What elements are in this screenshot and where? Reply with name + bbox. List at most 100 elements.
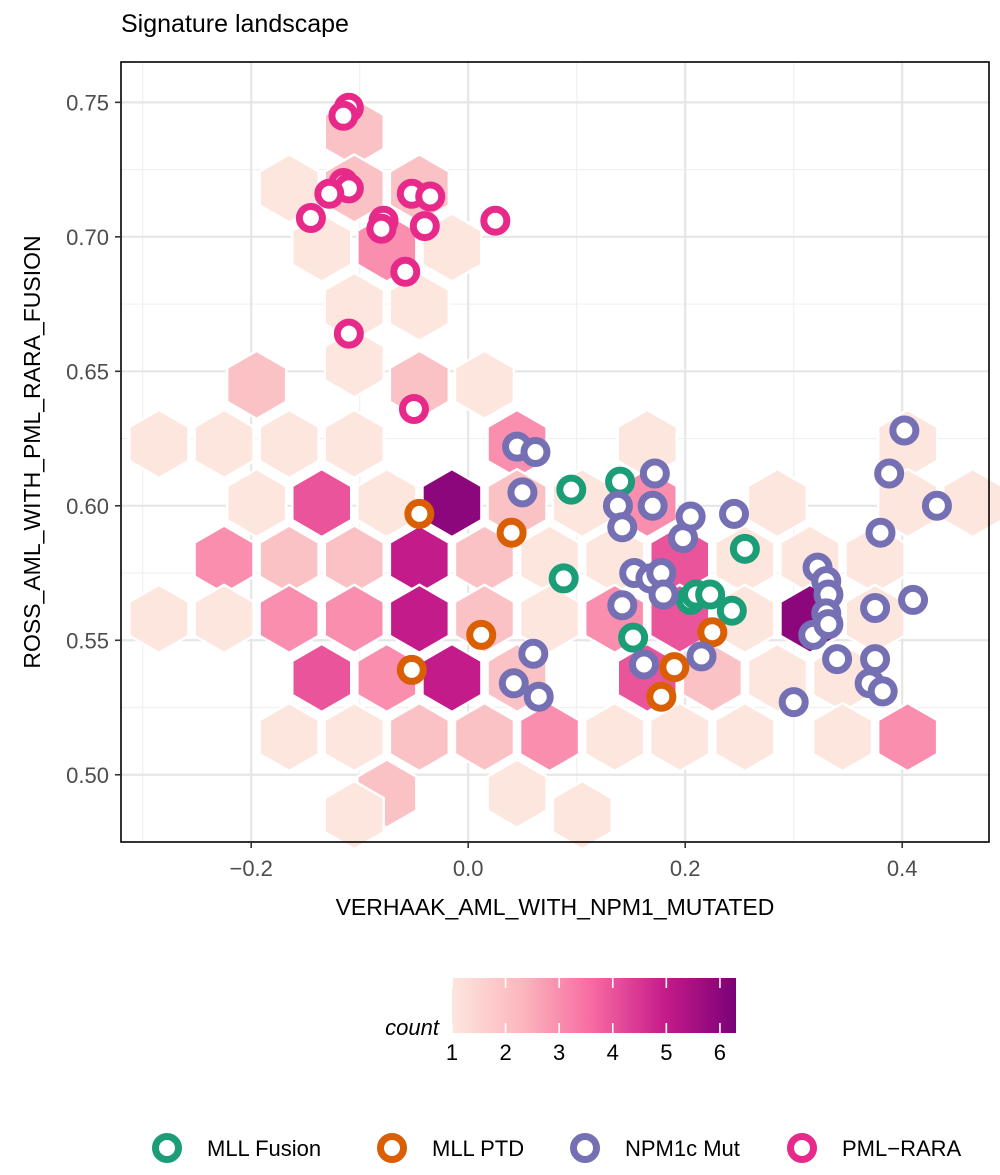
data-point bbox=[496, 517, 527, 548]
data-point bbox=[637, 490, 668, 521]
plot-panel-border bbox=[120, 61, 990, 843]
data-point bbox=[466, 619, 497, 650]
y-tick-label: 0.65 bbox=[66, 359, 109, 384]
x-tick-label: 0.2 bbox=[670, 856, 701, 881]
colorbar-tick-label: 3 bbox=[553, 1040, 565, 1065]
hex-bin bbox=[877, 701, 939, 773]
hex-bin bbox=[584, 701, 646, 773]
chart-title: Signature landscape bbox=[121, 10, 349, 38]
data-point bbox=[607, 512, 638, 543]
data-point bbox=[874, 458, 905, 489]
hex-bin bbox=[323, 327, 385, 399]
colorbar-ticks: 1 2 3 4 5 6 bbox=[446, 978, 726, 1065]
x-axis-ticks: −0.2 0.0 0.2 0.4 bbox=[229, 842, 917, 881]
data-point bbox=[686, 641, 717, 672]
data-point bbox=[605, 466, 636, 497]
data-point bbox=[507, 477, 538, 508]
colorbar-tick-label: 5 bbox=[660, 1040, 672, 1065]
data-point bbox=[398, 393, 429, 424]
data-point bbox=[404, 498, 435, 529]
hex-bin bbox=[746, 467, 809, 539]
data-point bbox=[396, 654, 427, 685]
legend-label: PML−RARA bbox=[842, 1136, 962, 1161]
hex-bin bbox=[258, 583, 320, 655]
hex-bin bbox=[518, 701, 581, 773]
x-tick-label: 0.4 bbox=[887, 856, 918, 881]
data-point bbox=[889, 415, 920, 446]
hex-bin bbox=[388, 583, 450, 655]
data-point bbox=[729, 533, 760, 564]
data-point bbox=[778, 687, 809, 718]
hex-bin bbox=[649, 701, 711, 773]
legend-key bbox=[152, 1133, 182, 1163]
hex-bin bbox=[323, 583, 385, 655]
y-tick-label: 0.70 bbox=[66, 225, 109, 250]
hex-bin bbox=[193, 408, 255, 480]
hex-bin bbox=[453, 349, 516, 421]
data-point bbox=[498, 668, 529, 699]
colorbar-legend: 1 2 3 4 5 6 count bbox=[385, 978, 736, 1065]
legend-item: MLL PTD bbox=[377, 1133, 524, 1163]
hex-bin bbox=[518, 583, 581, 655]
data-point bbox=[719, 498, 750, 529]
data-point bbox=[716, 595, 747, 626]
hex-bin bbox=[356, 467, 418, 539]
data-point bbox=[480, 205, 511, 236]
hex-bin bbox=[388, 271, 450, 343]
data-point bbox=[390, 256, 421, 287]
data-point bbox=[860, 644, 891, 675]
hex-bin bbox=[291, 467, 353, 539]
legend-label: MLL PTD bbox=[432, 1136, 524, 1161]
y-axis-title: ROSS_AML_WITH_PML_RARA_FUSION bbox=[19, 235, 45, 668]
data-point bbox=[409, 211, 440, 242]
data-point bbox=[295, 203, 326, 233]
hex-bin bbox=[714, 701, 776, 773]
hex-bin bbox=[323, 408, 385, 480]
legend-item: NPM1c Mut bbox=[570, 1133, 740, 1163]
hex-bin bbox=[551, 779, 613, 851]
data-point bbox=[618, 622, 649, 653]
x-axis-title: VERHAAK_AML_WITH_NPM1_MUTATED bbox=[336, 894, 775, 920]
hex-bin bbox=[291, 642, 353, 714]
hex-bin bbox=[942, 467, 1000, 539]
x-tick-label: 0.0 bbox=[453, 856, 484, 881]
hex-bin bbox=[453, 701, 516, 773]
colorbar-tick-label: 2 bbox=[499, 1040, 511, 1065]
data-point bbox=[548, 563, 579, 594]
y-axis-ticks: 0.50 0.55 0.60 0.65 0.70 0.75 bbox=[66, 90, 121, 788]
hex-bin bbox=[323, 701, 385, 773]
hex-bin bbox=[388, 701, 450, 773]
data-point bbox=[648, 579, 679, 610]
data-point bbox=[659, 652, 690, 683]
series-points bbox=[498, 415, 952, 718]
colorbar-tick-label: 6 bbox=[714, 1040, 726, 1065]
data-point bbox=[607, 590, 638, 621]
data-point bbox=[695, 579, 726, 610]
hex-bin bbox=[258, 701, 320, 773]
legend-item: MLL Fusion bbox=[152, 1133, 321, 1163]
data-point bbox=[415, 181, 446, 212]
hex-bin bbox=[258, 408, 320, 480]
x-tick-label: −0.2 bbox=[229, 856, 272, 881]
data-points bbox=[295, 92, 952, 718]
hex-bin bbox=[193, 583, 255, 655]
hex-bin bbox=[225, 467, 288, 539]
data-point bbox=[867, 676, 898, 707]
data-point bbox=[813, 609, 844, 640]
hex-bin bbox=[421, 467, 483, 539]
y-tick-label: 0.60 bbox=[66, 494, 109, 519]
y-tick-label: 0.75 bbox=[66, 90, 109, 115]
data-point bbox=[314, 178, 345, 209]
series-legend: MLL Fusion MLL PTD NPM1c Mut PML−RARA bbox=[152, 1133, 962, 1163]
legend-item: PML−RARA bbox=[787, 1133, 962, 1163]
data-point bbox=[556, 474, 587, 505]
data-point bbox=[523, 681, 554, 712]
data-point bbox=[921, 490, 952, 521]
data-point bbox=[639, 458, 670, 489]
data-point bbox=[860, 593, 891, 623]
data-point bbox=[697, 617, 728, 648]
series-points bbox=[295, 92, 511, 424]
legend-key bbox=[787, 1133, 817, 1163]
hex-bin bbox=[225, 349, 288, 421]
